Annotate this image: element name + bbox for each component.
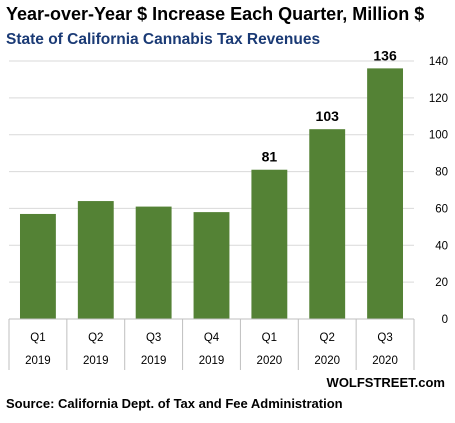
credit-label: WOLFSTREET.com xyxy=(326,375,445,390)
y-tick-label: 40 xyxy=(435,240,448,252)
x-tick-year: 2019 xyxy=(199,355,225,367)
x-tick-quarter: Q2 xyxy=(88,332,103,344)
bar xyxy=(135,206,172,319)
bar xyxy=(19,213,56,319)
x-axis: Q1 2019 Q2 2019 Q3 2019 Q4 2019 Q1 2020 Q2 2020 Q3 20… xyxy=(8,318,415,370)
y-tick-label: 60 xyxy=(435,203,448,215)
y-tick-label: 0 xyxy=(442,314,448,326)
y-tick-label: 80 xyxy=(435,167,448,179)
data-label: 136 xyxy=(373,47,397,63)
bar xyxy=(251,169,288,319)
x-tick-year: 2019 xyxy=(25,355,51,367)
x-tick-year: 2020 xyxy=(314,355,340,367)
y-tick-label: 20 xyxy=(435,277,448,289)
x-tick-quarter: Q1 xyxy=(30,332,45,344)
chart-title: Year-over-Year $ Increase Each Quarter, … xyxy=(6,4,425,24)
data-labels: 81 103 136 xyxy=(262,47,397,164)
y-tick-label: 140 xyxy=(429,56,448,68)
x-tick-quarter: Q3 xyxy=(146,332,161,344)
x-tick-quarter: Q1 xyxy=(262,332,277,344)
y-tick-label: 100 xyxy=(429,130,448,142)
bars xyxy=(19,68,404,319)
x-tick-quarter: Q4 xyxy=(204,332,220,344)
bar xyxy=(193,212,230,319)
data-label: 81 xyxy=(262,149,278,165)
x-tick-quarter: Q2 xyxy=(320,332,335,344)
x-tick-quarter: Q3 xyxy=(377,332,392,344)
x-tick-year: 2020 xyxy=(372,355,398,367)
bar xyxy=(367,68,404,319)
x-tick-year: 2019 xyxy=(141,355,167,367)
data-label: 103 xyxy=(316,108,340,124)
y-tick-label: 120 xyxy=(429,93,448,105)
source-label: Source: California Dept. of Tax and Fee … xyxy=(6,396,343,411)
y-axis-ticks: 0 20 40 60 80 100 120 140 xyxy=(429,56,448,326)
x-tick-year: 2019 xyxy=(83,355,109,367)
bar xyxy=(77,201,114,319)
chart-subtitle: State of California Cannabis Tax Revenue… xyxy=(6,31,321,48)
gridlines xyxy=(9,60,414,283)
x-tick-year: 2020 xyxy=(257,355,283,367)
bar xyxy=(309,129,346,319)
